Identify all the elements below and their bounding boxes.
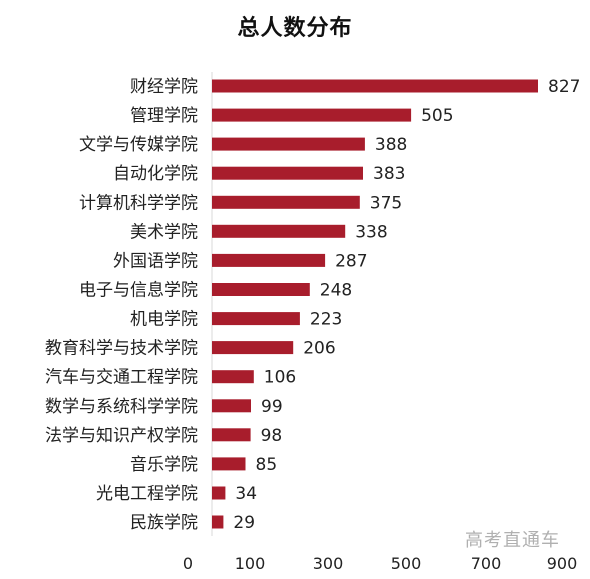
data-label: 206 (303, 339, 335, 359)
data-label: 383 (373, 164, 405, 184)
x-tick-label: 100 (235, 554, 266, 573)
data-label: 85 (256, 455, 278, 475)
bar (212, 224, 346, 238)
data-label: 34 (235, 484, 257, 504)
bar (212, 515, 224, 529)
bar (212, 253, 326, 267)
data-label: 505 (421, 106, 453, 126)
data-label: 99 (261, 397, 283, 417)
category-label: 外国语学院 (113, 251, 198, 271)
category-label: 文学与传媒学院 (79, 135, 198, 155)
bar (212, 428, 251, 442)
bar (212, 108, 412, 122)
category-label: 法学与知识产权学院 (45, 426, 198, 446)
data-label: 827 (548, 77, 580, 97)
bar (212, 137, 365, 151)
data-label: 388 (375, 135, 407, 155)
bar (212, 399, 251, 413)
x-tick-label: 500 (391, 554, 422, 573)
category-label: 电子与信息学院 (79, 281, 198, 301)
x-tick-label: 900 (547, 554, 578, 573)
bar (212, 457, 246, 471)
data-label: 29 (233, 513, 255, 533)
category-label: 民族学院 (130, 513, 198, 533)
category-label: 教育科学与技术学院 (45, 339, 198, 359)
category-label: 机电学院 (130, 310, 198, 330)
bar (212, 79, 538, 93)
category-label: 管理学院 (130, 106, 198, 126)
bar (212, 166, 363, 180)
data-label: 338 (355, 222, 387, 242)
data-label: 98 (261, 426, 283, 446)
data-label: 375 (370, 193, 402, 213)
x-tick-label: 300 (313, 554, 344, 573)
category-label: 美术学院 (130, 222, 198, 242)
data-label: 106 (264, 368, 296, 388)
bar (212, 195, 360, 209)
data-label: 223 (310, 310, 342, 330)
category-label: 汽车与交通工程学院 (45, 368, 198, 388)
bar (212, 486, 226, 500)
bar (212, 283, 310, 296)
chart-title: 总人数分布 (237, 16, 353, 41)
x-tick-label: 700 (471, 554, 502, 573)
bar (212, 312, 300, 326)
watermark: 高考直通车 (465, 530, 560, 551)
bar (212, 341, 294, 355)
category-label: 数学与系统科学学院 (45, 397, 198, 417)
category-label: 财经学院 (130, 77, 198, 97)
data-label: 287 (335, 251, 367, 271)
bar (212, 370, 254, 384)
category-label: 计算机科学学院 (79, 193, 198, 213)
category-label: 自动化学院 (113, 164, 198, 184)
category-label: 光电工程学院 (96, 484, 198, 504)
data-label: 248 (320, 281, 352, 301)
x-tick-label: 0 (183, 554, 193, 573)
category-label: 音乐学院 (130, 455, 198, 475)
